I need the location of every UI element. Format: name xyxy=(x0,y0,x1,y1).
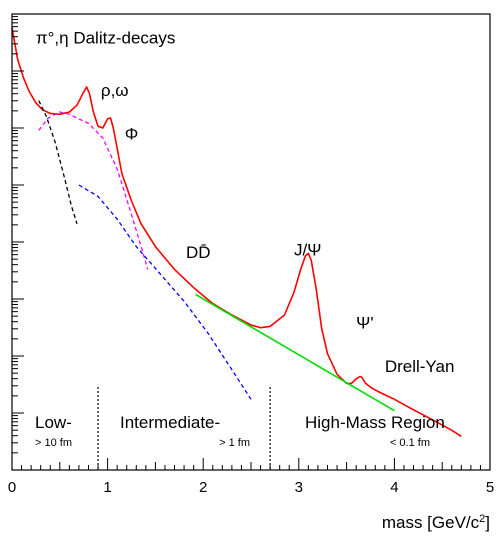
region-scale: > 10 fm xyxy=(35,437,72,449)
annotations-layer: π°,η Dalitz-decays ρ,ω Φ DD̄ J/Ψ Ψ' Drell-Yan xyxy=(36,29,455,376)
x-tick-label: 1 xyxy=(103,479,111,496)
x-tick-label: 4 xyxy=(390,479,398,496)
x-axis-label: mass [GeV/c2] xyxy=(382,513,490,532)
series-line-3 xyxy=(78,184,252,400)
peak-annotation: π°,η Dalitz-decays xyxy=(36,29,175,48)
region-scale: > 1 fm xyxy=(219,437,250,449)
curves-layer xyxy=(11,27,462,437)
x-tick-label: 5 xyxy=(486,479,494,496)
x-tick-label: 3 xyxy=(295,479,303,496)
x-tick-label: 0 xyxy=(8,479,16,496)
region-name: Low- xyxy=(35,413,72,432)
peak-annotation: Ψ' xyxy=(356,314,373,333)
x-tick-label: 2 xyxy=(199,479,207,496)
peak-annotation: Φ xyxy=(125,124,139,143)
peak-annotation: Drell-Yan xyxy=(385,357,455,376)
region-labels: Low- > 10 fm Intermediate- > 1 fm High-Mass … xyxy=(35,413,445,449)
peak-annotation: J/Ψ xyxy=(294,241,321,260)
region-scale: < 0.1 fm xyxy=(390,437,430,449)
peak-annotation: DD̄ xyxy=(186,243,211,262)
region-name: High-Mass Region xyxy=(305,413,445,432)
series-line-1 xyxy=(38,100,78,224)
peak-annotation: ρ,ω xyxy=(101,81,129,100)
series-line-2 xyxy=(38,111,149,270)
region-dividers xyxy=(97,387,271,470)
series-line-4 xyxy=(195,293,395,412)
axes-layer: 0 1 2 3 4 5 xyxy=(8,13,494,496)
plot-frame xyxy=(11,13,491,471)
region-name: Intermediate- xyxy=(120,413,220,432)
